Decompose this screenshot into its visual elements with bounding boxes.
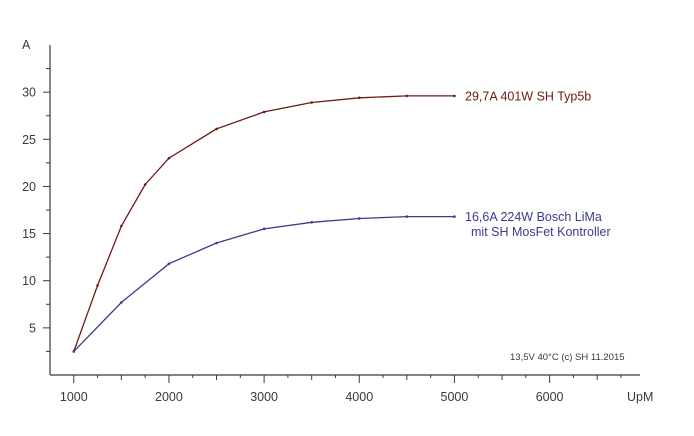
- series-1-point: [120, 224, 123, 228]
- y-tick-label: 30: [22, 86, 36, 100]
- series-line-1: [73, 95, 455, 352]
- x-axis-label: UpM: [627, 390, 653, 404]
- series-2-point: [310, 220, 313, 224]
- series-2-point: [72, 350, 76, 353]
- series-2-point: [262, 227, 266, 231]
- series-2-label: mit SH MosFet Kontroller: [471, 225, 611, 239]
- x-tick-label: 4000: [345, 390, 373, 404]
- series-line-2: [73, 215, 455, 352]
- series-1-point: [215, 127, 218, 131]
- series-2-label: 16,6A 224W Bosch LiMa: [465, 210, 602, 224]
- y-axis-label: A: [22, 38, 31, 52]
- series-2-point: [120, 301, 123, 304]
- series-1-point: [357, 96, 361, 100]
- x-tick-label: 2000: [155, 390, 183, 404]
- x-tick-label: 3000: [250, 390, 278, 404]
- series-2-point: [167, 262, 171, 266]
- y-tick-label: 5: [29, 321, 36, 335]
- x-tick-label: 6000: [536, 390, 564, 404]
- series-1-point: [96, 284, 99, 287]
- series-2-point: [357, 217, 361, 220]
- chart-annotation: 13,5V 40°C (c) SH 11.2015: [510, 352, 625, 363]
- y-tick-label: 25: [22, 133, 36, 147]
- y-tick-label: 15: [22, 227, 36, 241]
- y-tick-label: 10: [22, 274, 36, 288]
- series-2-point: [405, 215, 409, 218]
- series-1-point: [262, 110, 266, 114]
- y-tick-label: 20: [22, 180, 36, 194]
- series-1-label: 29,7A 401W SH Typ5b: [465, 89, 591, 103]
- series-2-point: [215, 241, 218, 245]
- series-1-point: [310, 101, 313, 104]
- series-1-point: [143, 183, 147, 186]
- series-2-point: [453, 215, 456, 218]
- x-tick-label: 1000: [60, 390, 88, 404]
- series-1-point: [405, 94, 409, 98]
- series-1-point: [167, 156, 171, 160]
- x-tick-label: 5000: [441, 390, 469, 404]
- series-1-point: [453, 94, 456, 98]
